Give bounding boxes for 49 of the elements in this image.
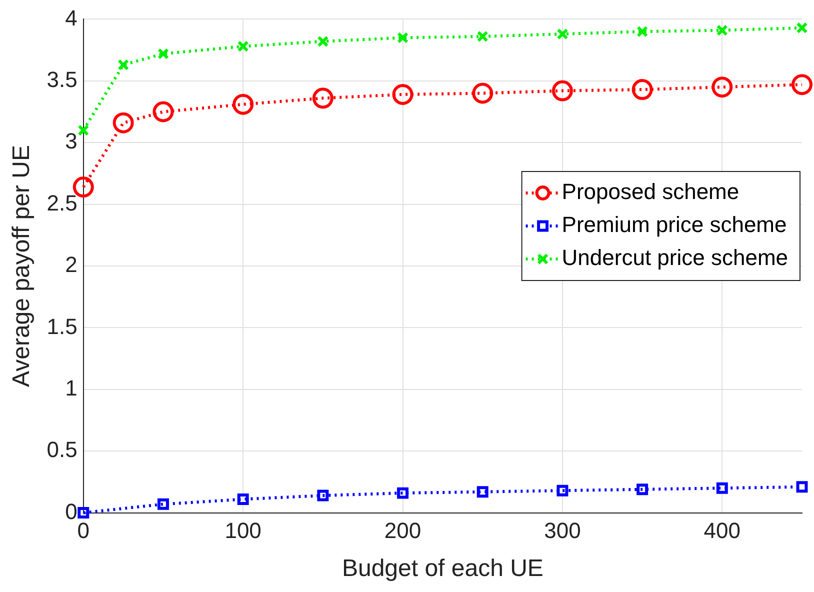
y-tick-label: 3.5 [46,66,78,92]
point [476,30,488,42]
y-tick-label: 4 [65,5,78,30]
point [632,79,653,100]
y-tick-label: 1.5 [46,314,78,339]
legend-label: Proposed scheme [562,179,740,204]
point [792,74,812,96]
point [157,48,169,60]
point [556,28,568,40]
point [476,486,488,498]
point [716,24,728,36]
point [237,40,249,52]
x-tick-label: 300 [544,518,581,544]
point [716,482,728,494]
x-tick-label: 200 [384,518,422,544]
y-axis-title: Average payoff per UE [8,145,36,387]
point [78,507,90,519]
x-tick-label: 100 [224,518,262,544]
point [472,82,494,104]
y-tick-label: 0.5 [46,437,78,462]
y-tick-label: 1 [65,375,78,400]
point [796,22,808,34]
point [78,124,90,136]
point [317,490,329,502]
point [397,32,409,44]
point [237,493,249,505]
point [712,76,733,98]
point [556,484,568,496]
legend-label: Premium price scheme [562,212,787,238]
legend-label: Undercut price scheme [562,245,788,270]
point [312,88,334,109]
point [118,59,130,71]
point [796,481,808,493]
point [157,498,169,510]
point [232,94,254,115]
point [397,487,409,499]
y-tick-label: 2 [65,252,78,278]
point [392,84,414,105]
point [636,484,648,496]
point [152,101,174,122]
y-tick-label: 2.5 [46,190,78,216]
x-tick-label: 400 [704,518,741,544]
y-tick-label: 0 [65,498,78,524]
point [552,80,573,102]
point [317,36,329,48]
y-tick-label: 3 [65,128,78,154]
point [112,112,134,134]
x-axis-title: Budget of each UE [342,555,544,582]
point [636,26,648,38]
